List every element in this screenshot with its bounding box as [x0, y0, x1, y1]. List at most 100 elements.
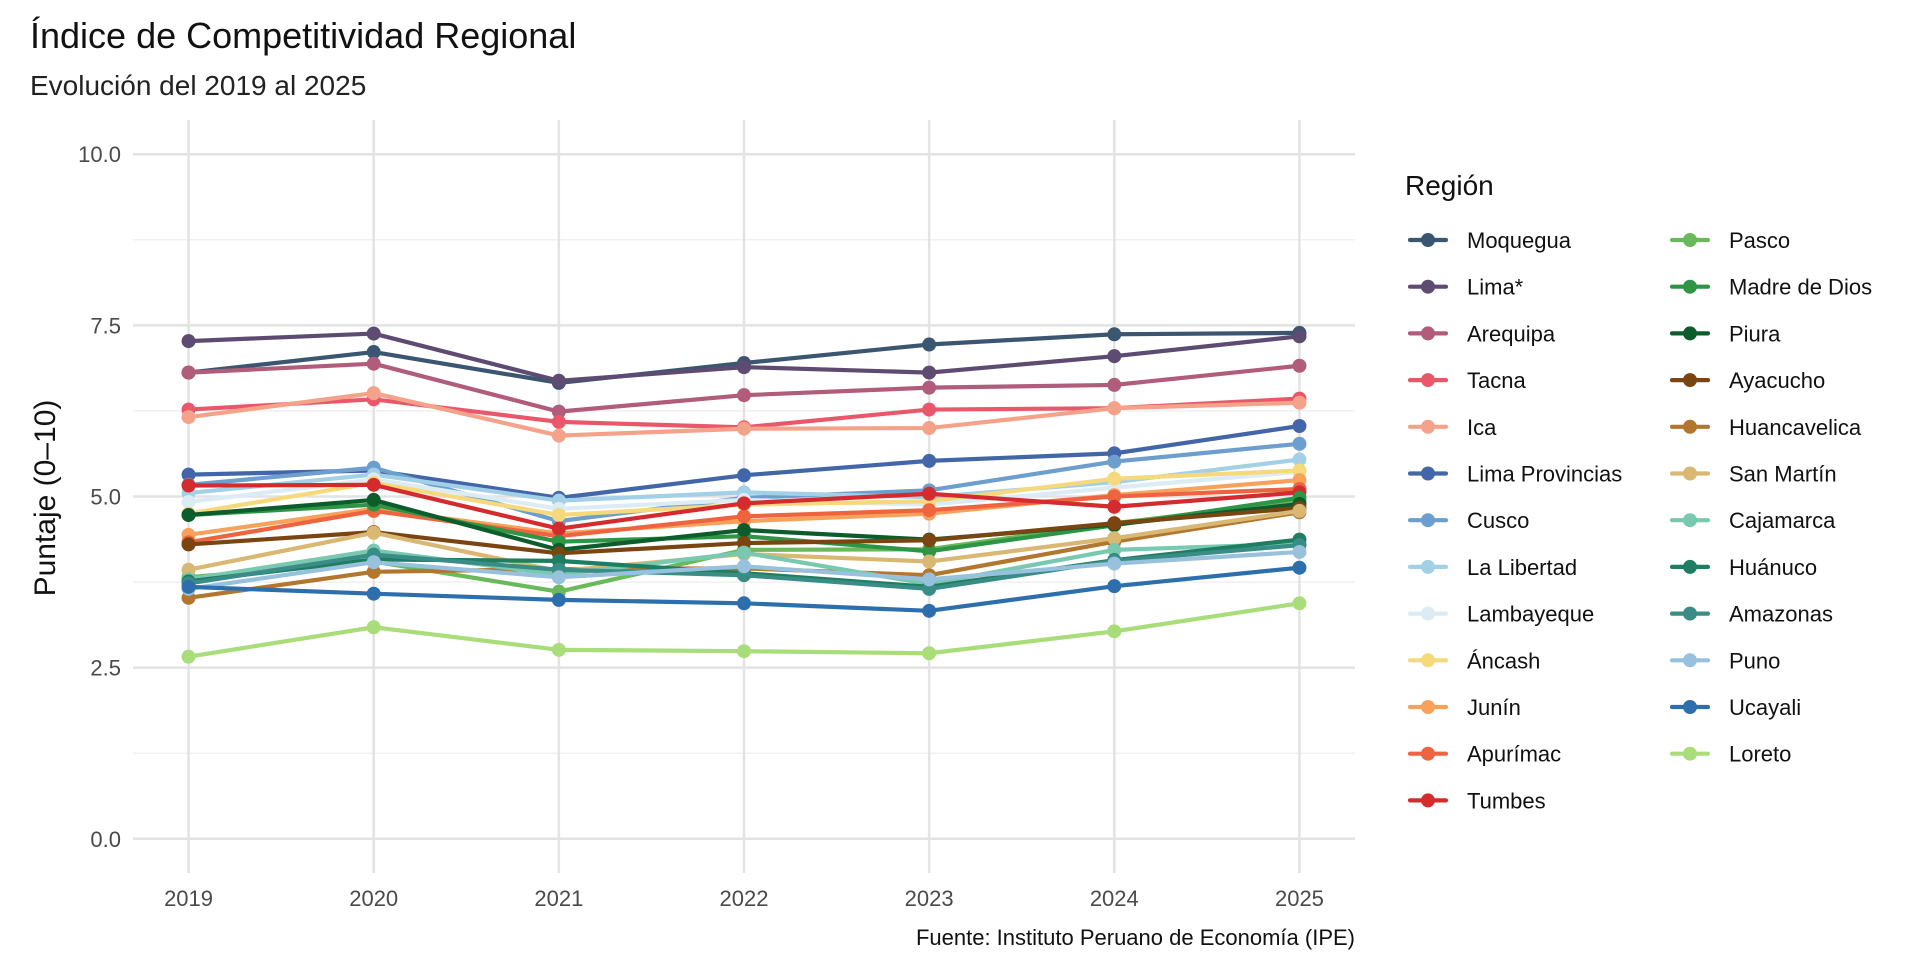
legend-swatch-point	[1683, 746, 1697, 761]
data-point	[181, 562, 196, 577]
legend-swatch-point	[1683, 373, 1697, 388]
legend-item: Ucayali	[1669, 695, 1801, 720]
x-tick-label: 2021	[534, 886, 583, 911]
data-point	[922, 365, 937, 380]
data-point	[1292, 560, 1307, 575]
legend-title: Región	[1405, 170, 1494, 201]
y-axis-label: Puntaje (0–10)	[29, 400, 62, 597]
legend-label: Lima Provincias	[1467, 462, 1622, 487]
data-point	[1292, 418, 1307, 433]
legend-item: Piura	[1669, 321, 1781, 346]
series-lima-	[181, 326, 1307, 388]
x-tick-label: 2025	[1275, 886, 1324, 911]
series-ica	[181, 386, 1307, 443]
legend-label: Áncash	[1467, 648, 1540, 673]
y-tick-label: 10.0	[78, 142, 121, 167]
legend-swatch-point	[1421, 606, 1435, 621]
data-point	[922, 581, 937, 596]
data-point	[922, 402, 937, 417]
legend-label: Puno	[1729, 648, 1780, 673]
series-lines	[181, 325, 1307, 664]
legend-item: Puno	[1669, 648, 1780, 673]
data-point	[737, 360, 751, 375]
data-point	[1292, 452, 1307, 467]
legend-swatch-point	[1421, 793, 1435, 808]
legend-item: Arequipa	[1407, 321, 1556, 346]
data-point	[551, 642, 566, 657]
data-point	[551, 507, 566, 522]
data-point	[366, 356, 381, 371]
legend-label: Cusco	[1467, 508, 1529, 533]
legend-item: Lambayeque	[1407, 602, 1594, 627]
data-point	[737, 421, 751, 436]
data-point	[1107, 471, 1122, 486]
data-point	[1107, 454, 1122, 469]
legend-item: Lima Provincias	[1407, 462, 1622, 487]
legend-item: Cusco	[1407, 508, 1529, 533]
data-point	[1107, 327, 1122, 342]
legend-swatch-point	[1683, 233, 1697, 247]
data-point	[551, 570, 566, 585]
data-point	[922, 603, 937, 618]
data-point	[366, 345, 381, 360]
data-point	[737, 596, 751, 611]
series-loreto	[181, 596, 1307, 664]
data-point	[1107, 401, 1122, 416]
legend-item: Ayacucho	[1669, 368, 1825, 393]
legend-item: Tacna	[1407, 368, 1526, 393]
data-point	[551, 592, 566, 607]
data-point	[922, 380, 937, 395]
data-point	[181, 507, 196, 522]
data-point	[1292, 596, 1307, 611]
x-tick-label: 2023	[905, 886, 954, 911]
data-point	[551, 414, 566, 429]
data-point	[922, 544, 937, 559]
data-point	[551, 521, 566, 536]
data-point	[551, 404, 566, 419]
legend-swatch-point	[1683, 559, 1697, 574]
data-point	[922, 646, 937, 661]
legend-label: Moquegua	[1467, 228, 1572, 253]
x-tick-label: 2024	[1090, 886, 1139, 911]
y-axis-ticks: 0.0 2.5 5.0 7.5 10.0	[78, 142, 121, 852]
data-point	[1107, 377, 1122, 392]
legend-label: Tumbes	[1467, 788, 1546, 813]
x-tick-label: 2020	[349, 886, 398, 911]
x-axis-ticks: 2019 2020 2021 2022 2023 2024 2025	[164, 886, 1324, 911]
data-point	[366, 525, 381, 540]
legend-item: Amazonas	[1669, 602, 1833, 627]
legend-swatch-point	[1421, 700, 1435, 714]
x-tick-label: 2019	[164, 886, 213, 911]
legend-item: Moquegua	[1407, 228, 1572, 253]
legend-swatch-point	[1421, 746, 1435, 761]
legend-item: Áncash	[1407, 648, 1540, 673]
chart-subtitle: Evolución del 2019 al 2025	[30, 70, 366, 101]
data-point	[1107, 516, 1122, 531]
data-point	[737, 509, 751, 524]
legend-label: Ucayali	[1729, 695, 1801, 720]
legend-item: La Libertad	[1407, 555, 1577, 580]
legend-swatch-point	[1421, 326, 1435, 341]
legend-item: Huánuco	[1669, 555, 1817, 580]
data-point	[1292, 358, 1307, 373]
data-point	[1292, 395, 1307, 410]
legend-item: San Martín	[1669, 462, 1837, 487]
data-point	[1107, 349, 1122, 364]
data-point	[737, 644, 751, 659]
data-point	[1292, 503, 1307, 518]
legend-label: Pasco	[1729, 228, 1790, 253]
legend-swatch-point	[1421, 559, 1435, 574]
data-point	[922, 486, 937, 501]
data-point	[922, 453, 937, 468]
legend-item: Lima*	[1407, 275, 1524, 300]
x-tick-label: 2022	[720, 886, 769, 911]
legend-swatch-point	[1421, 513, 1435, 528]
legend-label: Cajamarca	[1729, 508, 1836, 533]
data-point	[181, 579, 196, 594]
data-point	[737, 545, 751, 560]
y-tick-label: 2.5	[90, 656, 121, 681]
y-tick-label: 5.0	[90, 485, 121, 510]
data-point	[1292, 544, 1307, 559]
legend-label: Tacna	[1467, 368, 1526, 393]
